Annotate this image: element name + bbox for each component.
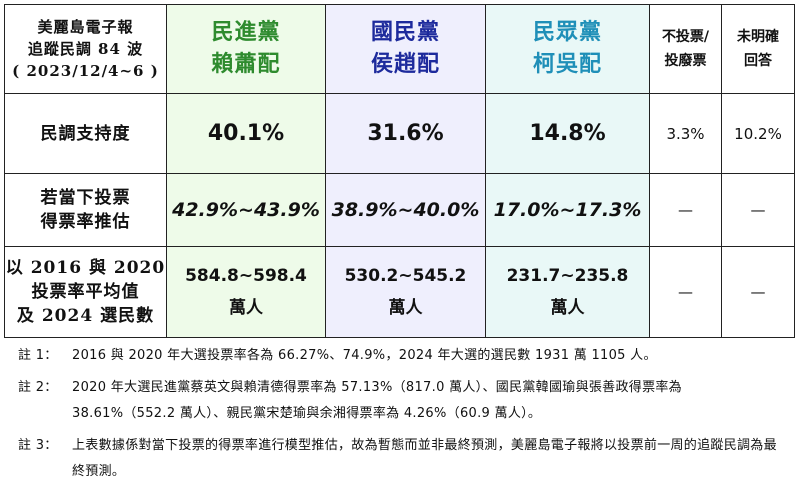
poll-wave: 追蹤民調 84 波 [27, 40, 144, 58]
estimate-value-undecided: — [721, 173, 795, 247]
voters-value-no-vote: — [649, 246, 722, 338]
footnote-1-label: 註 1： [18, 348, 58, 363]
poll-table: 美麗島電子報 追蹤民調 84 波 ( 2023/12/4~6 ) 民進黨 賴蕭配… [4, 4, 795, 338]
estimate-value-tpp: 17.0%~17.3% [485, 173, 650, 247]
header-undecided: 未明確 回答 [721, 4, 795, 94]
voters-value-kmt: 530.2~545.2 萬人 [325, 246, 486, 338]
support-value-kmt: 31.6% [325, 93, 486, 174]
voters-range-dpp: 584.8~598.4 [185, 266, 307, 286]
voters-value-undecided: — [721, 246, 795, 338]
voters-row: 以 2016 與 2020 投票率平均值 及 2024 選民數 584.8~59… [4, 246, 795, 338]
ticket-name-dpp: 賴蕭配 [211, 52, 281, 77]
support-value-undecided: 10.2% [721, 93, 795, 174]
candidate-header-kmt: 國民黨 侯趙配 [325, 4, 486, 94]
candidate-header-tpp: 民眾黨 柯吳配 [485, 4, 650, 94]
poll-source: 美麗島電子報 [37, 18, 134, 36]
footnote-2: 註 2： 2020 年大選民進黨蔡英文與賴清德得票率為 57.13%（817.0… [18, 375, 788, 427]
estimate-value-dpp: 42.9%~43.9% [166, 173, 326, 247]
header-undecided-line1: 未明確 [737, 29, 779, 45]
support-value-dpp: 40.1% [166, 93, 326, 174]
voters-value-dpp: 584.8~598.4 萬人 [166, 246, 326, 338]
party-name-tpp: 民眾黨 [532, 20, 602, 45]
footnote-3-label: 註 3： [18, 438, 58, 453]
voters-range-kmt: 530.2~545.2 [344, 266, 467, 286]
party-name-dpp: 民進黨 [211, 20, 281, 45]
header-undecided-line2: 回答 [744, 53, 772, 69]
estimate-value-kmt: 38.9%~40.0% [325, 173, 486, 247]
party-name-kmt: 國民黨 [370, 20, 440, 45]
poll-title-cell: 美麗島電子報 追蹤民調 84 波 ( 2023/12/4~6 ) [4, 4, 167, 94]
header-no-vote-line2: 投廢票 [664, 53, 707, 69]
estimate-value-no-vote: — [649, 173, 722, 247]
header-no-vote: 不投票/ 投廢票 [649, 4, 722, 94]
footnote-2-label: 註 2： [18, 380, 58, 395]
ticket-name-kmt: 侯趙配 [370, 52, 440, 77]
estimate-label-line2: 得票率推估 [40, 212, 131, 232]
voters-unit-kmt: 萬人 [388, 298, 423, 318]
support-value-tpp: 14.8% [485, 93, 650, 174]
poll-date: ( 2023/12/4~6 ) [12, 62, 159, 80]
voters-unit-tpp: 萬人 [550, 298, 585, 318]
footnote-3: 註 3： 上表數據係對當下投票的得票率進行模型推估，故為暫態而並非最終預測，美麗… [18, 433, 788, 485]
candidate-header-dpp: 民進黨 賴蕭配 [166, 4, 326, 94]
voters-label-line1: 以 2016 與 2020 [5, 258, 166, 278]
footnote-3-text: 上表數據係對當下投票的得票率進行模型推估，故為暫態而並非最終預測，美麗島電子報將… [72, 438, 777, 479]
support-row: 民調支持度 40.1% 31.6% 14.8% 3.3% 10.2% [4, 93, 795, 174]
footnote-2-text: 2020 年大選民進黨蔡英文與賴清德得票率為 57.13%（817.0 萬人）、… [72, 380, 682, 421]
estimate-row-label: 若當下投票 得票率推估 [4, 173, 167, 247]
estimate-row: 若當下投票 得票率推估 42.9%~43.9% 38.9%~40.0% 17.0… [4, 173, 795, 247]
footnote-1: 註 1： 2016 與 2020 年大選投票率各為 66.27%、74.9%，2… [18, 343, 788, 369]
voters-value-tpp: 231.7~235.8 萬人 [485, 246, 650, 338]
header-row: 美麗島電子報 追蹤民調 84 波 ( 2023/12/4~6 ) 民進黨 賴蕭配… [4, 4, 795, 94]
voters-unit-dpp: 萬人 [229, 298, 263, 318]
voters-label-line2: 投票率平均值 [31, 282, 140, 302]
support-row-label: 民調支持度 [4, 93, 167, 174]
ticket-name-tpp: 柯吳配 [532, 52, 602, 77]
voters-range-tpp: 231.7~235.8 [506, 266, 629, 286]
voters-label-line3: 及 2024 選民數 [16, 306, 155, 326]
header-no-vote-line1: 不投票/ [661, 29, 710, 45]
footnotes: 註 1： 2016 與 2020 年大選投票率各為 66.27%、74.9%，2… [18, 343, 788, 491]
support-value-no-vote: 3.3% [649, 93, 722, 174]
estimate-label-line1: 若當下投票 [40, 188, 131, 208]
voters-row-label: 以 2016 與 2020 投票率平均值 及 2024 選民數 [4, 246, 167, 338]
footnote-1-text: 2016 與 2020 年大選投票率各為 66.27%、74.9%，2024 年… [72, 348, 657, 363]
